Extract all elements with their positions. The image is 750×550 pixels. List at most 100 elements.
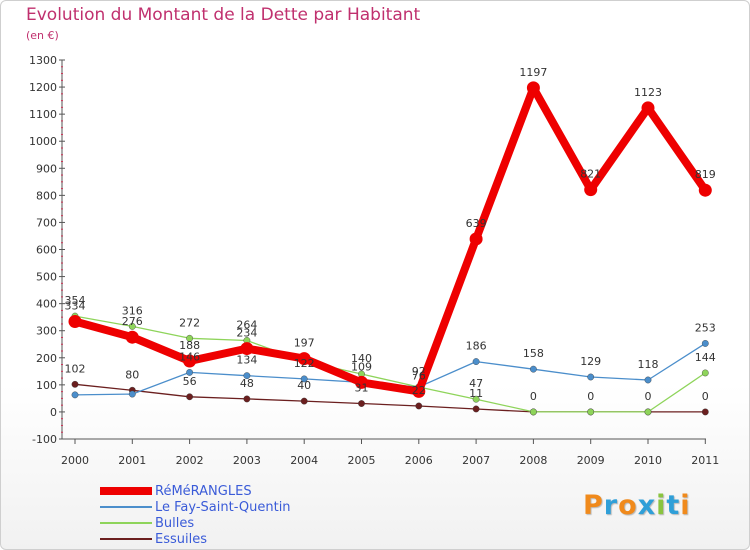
legend-swatch	[100, 506, 152, 508]
x-tick-label: 2000	[61, 454, 89, 467]
y-minor-tick	[61, 424, 63, 426]
legend-swatch	[100, 522, 152, 524]
legend-label: Bulles	[155, 515, 195, 531]
y-minor-tick	[61, 228, 63, 230]
y-minor-tick	[61, 336, 63, 338]
data-label: 186	[466, 340, 487, 353]
legend-swatch	[100, 487, 152, 495]
y-minor-tick	[61, 120, 63, 122]
logo-letter: P	[583, 490, 604, 521]
data-point	[472, 358, 480, 365]
legend-label: RéMéRANGLES	[155, 483, 252, 499]
data-label: 0	[702, 390, 709, 403]
data-point	[701, 340, 709, 347]
y-tick-label: 700	[36, 216, 57, 229]
data-point	[701, 408, 709, 416]
data-point	[698, 183, 712, 197]
data-label: 56	[183, 375, 197, 388]
data-point	[644, 408, 652, 416]
y-tick-label: 800	[36, 189, 57, 202]
data-label: 188	[179, 339, 200, 352]
x-tick-label: 2008	[519, 454, 547, 467]
data-point	[415, 402, 423, 410]
y-tick-label: 600	[36, 244, 57, 257]
y-minor-tick	[61, 147, 63, 149]
logo-letter: r	[603, 490, 619, 521]
y-minor-tick	[61, 343, 63, 345]
data-label: 253	[695, 321, 716, 334]
data-point	[526, 81, 540, 95]
y-minor-tick	[61, 323, 63, 325]
data-point	[186, 393, 194, 401]
logo-letter: o	[618, 490, 638, 521]
data-point	[125, 330, 139, 344]
y-minor-tick	[61, 235, 63, 237]
y-minor-tick	[61, 106, 63, 108]
y-tick-label: 1000	[29, 135, 57, 148]
chart-legend: RéMéRANGLES Le Fay-Saint-Quentin Bulles Ess…	[100, 483, 291, 547]
data-label: 80	[125, 368, 139, 381]
y-tick-label: 100	[36, 379, 57, 392]
y-minor-tick	[61, 154, 63, 156]
data-point	[243, 395, 251, 403]
x-tick-label: 2006	[405, 454, 433, 467]
y-minor-tick	[61, 418, 63, 420]
data-point	[641, 101, 655, 115]
y-tick-label: -100	[32, 433, 57, 446]
y-minor-tick	[61, 181, 63, 183]
chart-subtitle: (en €)	[26, 29, 59, 42]
y-minor-tick	[61, 350, 63, 352]
data-point	[240, 342, 254, 356]
y-minor-tick	[61, 208, 63, 210]
y-minor-tick	[61, 255, 63, 257]
data-point	[644, 376, 652, 384]
data-point	[412, 384, 426, 398]
data-point	[701, 369, 709, 377]
data-point	[355, 375, 368, 389]
logo-letter: x	[637, 490, 657, 521]
x-tick-label: 2001	[118, 454, 146, 467]
data-point	[584, 183, 598, 197]
legend-item: Le Fay-Saint-Quentin	[100, 499, 291, 515]
y-minor-tick	[61, 262, 63, 264]
data-point	[587, 373, 595, 381]
y-tick-label: 1100	[29, 108, 57, 121]
data-point	[71, 380, 79, 388]
data-label: 158	[523, 347, 544, 360]
legend-swatch	[100, 538, 152, 540]
data-label: 819	[695, 168, 716, 181]
data-point	[186, 369, 194, 376]
y-minor-tick	[61, 364, 63, 366]
y-minor-tick	[61, 215, 63, 217]
chart-title: Evolution du Montant de la Dette par Hab…	[26, 5, 421, 25]
y-minor-tick	[61, 127, 63, 129]
x-tick-label: 2002	[176, 454, 204, 467]
data-label: 0	[587, 390, 594, 403]
y-minor-tick	[61, 391, 63, 393]
y-minor-tick	[61, 404, 63, 406]
data-label: 129	[580, 355, 601, 368]
data-label: 48	[240, 377, 254, 390]
y-minor-tick	[61, 93, 63, 95]
logo-letter: t	[666, 490, 681, 521]
data-label: 76	[412, 369, 426, 382]
legend-item: Essuiles	[100, 531, 291, 547]
data-label: 1123	[634, 86, 662, 99]
data-label: 40	[297, 379, 311, 392]
data-label: 316	[122, 304, 143, 317]
data-point	[128, 322, 136, 330]
data-label: 1197	[519, 66, 547, 79]
y-minor-tick	[61, 377, 63, 379]
data-point	[68, 315, 82, 329]
data-label: 146	[179, 350, 200, 363]
data-label: 92	[412, 365, 426, 378]
x-tick-label: 2010	[634, 454, 662, 467]
proxiti-logo: Proxiti	[583, 490, 691, 521]
data-label: 0	[645, 390, 652, 403]
y-tick-label: 500	[36, 271, 57, 284]
data-point	[128, 390, 136, 398]
y-tick-label: 400	[36, 298, 57, 311]
logo-letter: i	[656, 490, 667, 521]
data-label: 354	[65, 294, 86, 307]
